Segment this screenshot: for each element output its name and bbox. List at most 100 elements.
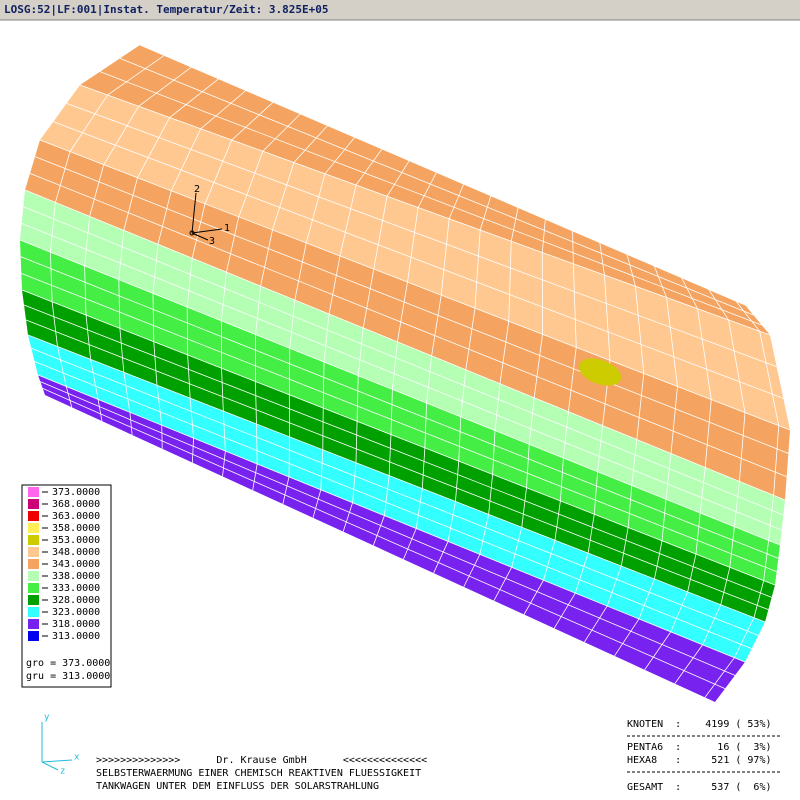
legend-max: gro = 373.0000 [26,658,110,669]
axis-icon-label: x [74,753,80,763]
mesh-line [19,239,781,546]
mesh-line [118,78,219,435]
hot-spot [578,358,622,386]
legend-min: gru = 313.0000 [26,671,110,682]
title-text: LOSG:52|LF:001|Instat. Temperatur/Zeit: … [4,3,329,16]
mesh-line [99,71,762,326]
mesh-line [53,121,784,399]
triad-axis [191,192,197,234]
legend-label: 318.0000 [52,619,100,630]
footer-line: >>>>>>>>>>>>>> Dr. Krause GmbH <<<<<<<<<… [96,755,427,766]
mesh-line [614,265,678,657]
temperature-band [38,375,745,702]
mesh-line [463,207,519,588]
legend-swatch [28,619,39,629]
mesh-line [312,148,383,518]
mesh-line [584,254,645,643]
triad-axis [191,232,209,241]
legend-swatch [28,511,39,521]
mesh-line [25,319,769,611]
mesh-line [34,361,752,650]
triad-label: 3 [209,236,215,247]
legend-label: 353.0000 [52,535,100,546]
axis-icon-label: y [44,713,50,723]
mesh-line [24,189,786,501]
legend-label: 368.0000 [52,499,100,510]
legend-swatch [28,559,39,569]
legend-swatch [28,523,39,533]
legend: 373.0000368.0000363.0000358.0000353.0000… [28,487,100,642]
mesh-line [20,256,779,559]
mesh-line [37,374,746,663]
mesh-line [493,219,546,601]
mesh-line [84,66,192,422]
mesh-line [23,304,772,598]
legend-swatch [28,547,39,557]
stats-row: GESAMT : 537 ( 6%) [627,782,772,793]
legend-swatch [28,535,39,545]
mesh-line [523,230,577,615]
mesh-line [31,347,759,636]
legend-label: 358.0000 [52,523,100,534]
mesh-line [403,183,465,560]
legend-label: 328.0000 [52,595,100,606]
footer-line: SELBSTERWAERMUNG EINER CHEMISCH REAKTIVE… [96,768,421,779]
mesh-line [27,334,766,623]
legend-swatch [28,595,39,605]
legend-label: 348.0000 [52,547,100,558]
mesh-line [433,195,492,574]
mesh-line [21,222,782,531]
mesh-line [372,172,437,546]
temperature-band [20,240,780,585]
mesh-line [42,387,726,690]
legend-swatch [28,499,39,509]
mesh-line [21,272,777,573]
mesh-line [66,102,777,368]
legend-label: 313.0000 [52,631,100,642]
mesh-line [252,125,328,491]
legend-swatch [28,583,39,593]
temperature-band [40,85,790,430]
mesh-line [79,84,771,336]
mesh-line [21,289,776,586]
mesh-line [40,381,736,676]
footer-line: TANKWAGEN UNTER DEM EINFLUSS DER SOLARST… [96,781,379,792]
mesh-line [282,137,356,505]
mesh-line [119,57,754,316]
legend-swatch [28,571,39,581]
mesh-line [139,44,746,306]
legend-label: 363.0000 [52,511,100,522]
axis-icon-line [41,761,59,771]
mesh-line [553,242,611,629]
legend-label: 373.0000 [52,487,100,498]
legend-swatch [28,607,39,617]
mesh-line [644,277,712,670]
triad-origin [189,230,195,236]
title-bar [0,0,800,20]
axis-icon [41,722,73,771]
mesh-line [704,300,780,698]
mesh-line [220,113,301,477]
legend-label: 323.0000 [52,607,100,618]
stats-row: HEXA8 : 521 ( 97%) [627,755,772,766]
mesh-line [152,90,247,449]
cylinder-mesh [19,44,791,702]
triad-label: 1 [224,223,230,234]
mesh-line [39,139,791,431]
triad-axis [191,228,223,234]
legend-swatch [28,487,39,497]
mesh-line [34,156,789,454]
stats-row: KNOTEN : 4199 ( 53%) [627,719,772,730]
legend-swatch [28,631,39,641]
mesh-line [186,101,274,463]
coordinate-triad [189,192,223,241]
mesh-line [342,160,410,532]
axis-icon-line [41,759,73,763]
temperature-band [20,190,785,545]
legend-label: 343.0000 [52,559,100,570]
stats-row: PENTA6 : 16 ( 3%) [627,742,772,753]
axis-icon-label: z [60,767,65,777]
mesh-line [23,206,784,516]
